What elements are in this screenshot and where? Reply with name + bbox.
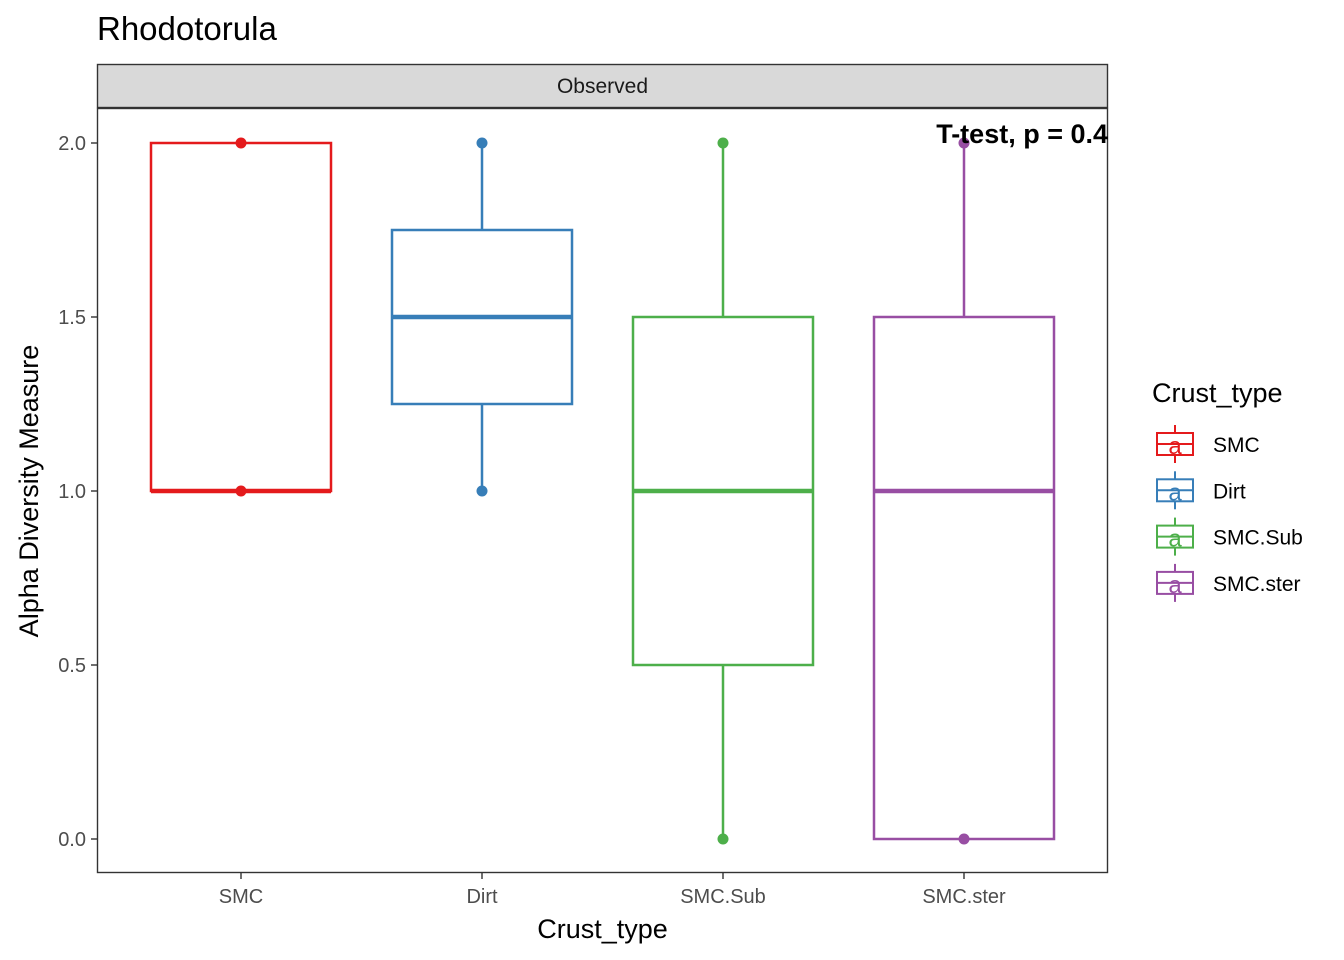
legend-entry-label: SMC.Sub [1213,527,1303,550]
data-point [235,137,247,149]
x-tick-label: SMC.ster [922,886,1006,908]
legend-title: Crust_type [1152,378,1283,408]
y-tick-label: 1.5 [58,307,86,329]
legend-entry-label: Dirt [1213,480,1246,503]
legend-key-smc: a SMC [1156,425,1260,463]
chart-title: Rhodotorula [97,10,277,47]
box-rect [149,141,333,493]
x-tick-label: SMC [219,886,263,908]
legend-key-glyph: a [1168,526,1182,553]
data-point [717,833,729,845]
box-dirt [390,137,574,497]
legend-entry-label: SMC [1213,434,1260,457]
legend-entry-label: SMC.ster [1213,573,1301,596]
x-axis: SMC Dirt SMC.Sub SMC.ster [219,872,1006,908]
x-tick-label: Dirt [466,886,498,908]
legend-key-smc-sub: a SMC.Sub [1156,517,1303,556]
y-tick-label: 1.0 [58,481,86,503]
facet-strip [96,63,1109,109]
legend-key-glyph: a [1168,433,1182,460]
y-tick-label: 0.5 [58,655,86,677]
data-point [717,137,729,149]
data-point [476,485,488,497]
legend-key-glyph: a [1168,572,1182,599]
stat-annotation: T-test, p = 0.4 [936,119,1108,149]
box-smc-sub [631,137,815,845]
data-point [958,137,970,149]
box-rect [872,315,1056,841]
legend-key-dirt: a Dirt [1156,471,1246,510]
x-axis-title: Crust_type [537,914,668,944]
y-tick-label: 2.0 [58,133,86,155]
y-tick-label: 0.0 [58,829,86,851]
x-tick-label: SMC.Sub [680,886,766,908]
data-point [476,137,488,149]
box-smc-ster [872,137,1056,845]
y-axis: 0.0 0.5 1.0 1.5 2.0 [58,133,98,851]
data-point [958,833,970,845]
box-series [149,137,1056,845]
box-smc [149,137,333,497]
data-point [235,485,247,497]
facet-label: Observed [557,75,648,98]
legend-key-glyph: a [1168,479,1182,506]
legend-key-smc-ster: a SMC.ster [1156,563,1301,602]
y-axis-title: Alpha Diversity Measure [14,345,44,638]
legend: Crust_type a SMC a Dirt a SMC.Sub a SMC.ster [1152,378,1303,602]
